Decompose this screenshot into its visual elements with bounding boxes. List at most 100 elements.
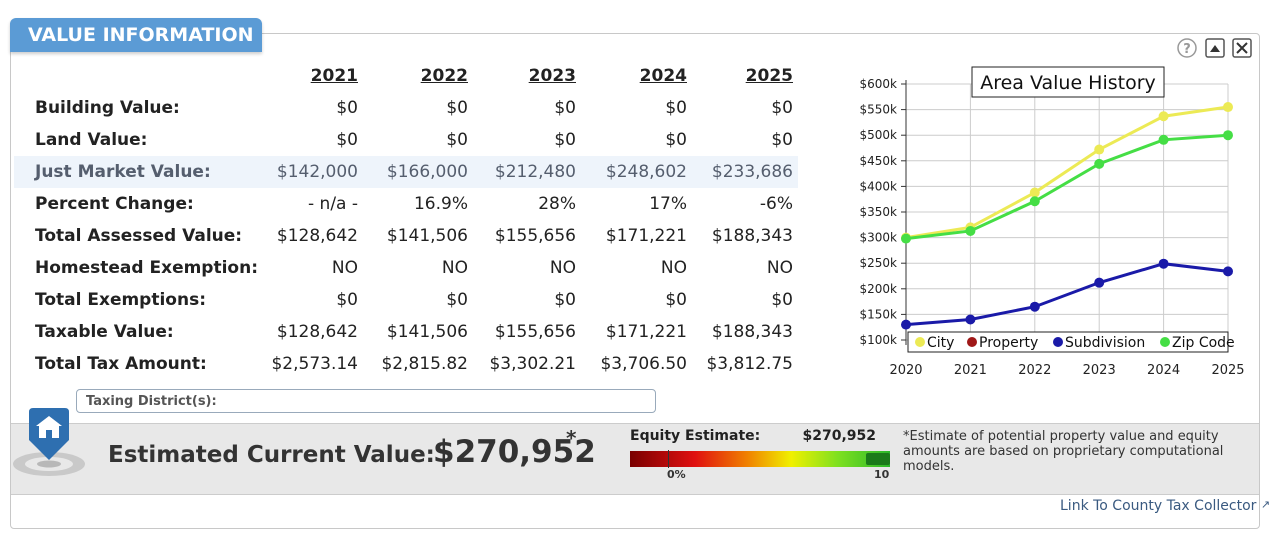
y-tick-label: $150k bbox=[860, 307, 898, 321]
data-point bbox=[1158, 111, 1169, 122]
row-label: Land Value: bbox=[35, 130, 148, 150]
estimate-value: $270,952 bbox=[433, 434, 596, 470]
cell: NO bbox=[766, 258, 793, 278]
cell: $0 bbox=[336, 130, 358, 150]
legend-label: Property bbox=[979, 335, 1038, 351]
x-tick-label: 2023 bbox=[1083, 363, 1116, 378]
area-chart: Area Value History $100k $150k $200k $250k $… bbox=[860, 66, 1245, 378]
equity-label: Equity Estimate: bbox=[630, 428, 761, 444]
table-row: Total Assessed Value: $128,642 $141,506 $15… bbox=[14, 220, 798, 252]
data-point bbox=[1094, 144, 1105, 155]
data-point bbox=[901, 319, 911, 330]
row-label: Total Exemptions: bbox=[35, 290, 207, 310]
legend-box bbox=[907, 331, 1229, 353]
data-point bbox=[901, 233, 911, 244]
cell: $0 bbox=[446, 98, 468, 118]
estimate-note: *Estimate of potential property value an… bbox=[903, 429, 1224, 474]
cell: -6% bbox=[759, 194, 793, 214]
legend-label: Zip Code bbox=[1172, 335, 1235, 351]
cell: $155,656 bbox=[494, 322, 576, 342]
cell: $128,642 bbox=[276, 322, 358, 342]
year-header: 2024 bbox=[639, 66, 687, 86]
cell: $188,343 bbox=[711, 322, 793, 342]
row-label: Homestead Exemption: bbox=[35, 258, 259, 278]
cell: $3,706.50 bbox=[600, 354, 687, 374]
y-tick-label: $300k bbox=[860, 231, 898, 245]
cell: NO bbox=[331, 258, 358, 278]
y-tick-label: $350k bbox=[860, 205, 898, 219]
estimate-asterisk: * bbox=[566, 426, 577, 450]
x-tick-label: 2020 bbox=[889, 363, 922, 378]
chart-title: Area Value History bbox=[980, 72, 1156, 94]
table-row: Percent Change: - n/a - 16.9% 28% 17% -6% bbox=[14, 188, 798, 220]
svg-text:?: ? bbox=[1183, 42, 1191, 57]
row-label: Just Market Value: bbox=[35, 162, 211, 182]
y-tick-label: $250k bbox=[860, 256, 898, 270]
year-header: 2021 bbox=[310, 66, 358, 86]
county-link-text[interactable]: Link To County Tax Collector bbox=[1060, 498, 1257, 514]
data-point bbox=[965, 225, 976, 236]
equity-min-label: 0% bbox=[667, 468, 686, 481]
cell: $0 bbox=[554, 130, 576, 150]
table-row: Homestead Exemption: NO NO NO NO NO bbox=[14, 252, 798, 284]
data-point bbox=[1029, 196, 1040, 207]
county-link[interactable]: Link To County Tax Collector ↗ bbox=[1060, 498, 1271, 514]
cell: $171,221 bbox=[605, 322, 687, 342]
cell: $0 bbox=[446, 130, 468, 150]
year-header: 2023 bbox=[528, 66, 576, 86]
cell: $188,343 bbox=[711, 226, 793, 246]
cell: - n/a - bbox=[308, 194, 358, 214]
cell: $248,602 bbox=[605, 162, 687, 182]
panel-title: VALUE INFORMATION bbox=[10, 18, 262, 52]
legend-swatch bbox=[915, 337, 925, 347]
cell: 16.9% bbox=[413, 194, 468, 214]
cell: $212,480 bbox=[494, 162, 576, 182]
series-line bbox=[905, 262, 1229, 327]
cell: $233,686 bbox=[711, 162, 793, 182]
row-label: Total Assessed Value: bbox=[35, 226, 243, 246]
cell: $0 bbox=[771, 98, 793, 118]
data-point bbox=[1223, 102, 1233, 113]
chart-title-box bbox=[971, 66, 1165, 98]
equity-value: $270,952 bbox=[802, 428, 876, 444]
cell: $2,815.82 bbox=[381, 354, 468, 374]
table-row: Land Value: $0 $0 $0 $0 $0 bbox=[14, 124, 798, 156]
cell: 28% bbox=[538, 194, 576, 214]
row-label: Total Tax Amount: bbox=[35, 354, 207, 374]
cell: $0 bbox=[771, 130, 793, 150]
series-line bbox=[905, 105, 1229, 240]
data-point bbox=[965, 314, 976, 325]
table-row: Total Tax Amount: $2,573.14 $2,815.82 $3,30… bbox=[14, 348, 798, 380]
cell: NO bbox=[549, 258, 576, 278]
data-point bbox=[1158, 258, 1169, 269]
data-point bbox=[1094, 158, 1105, 169]
legend-swatch bbox=[967, 337, 977, 347]
collapse-button[interactable] bbox=[1205, 38, 1225, 58]
data-point bbox=[1223, 130, 1233, 141]
cell: $3,302.21 bbox=[489, 354, 576, 374]
series-line bbox=[905, 133, 1229, 241]
table-row: Building Value: $0 $0 $0 $0 $0 bbox=[14, 92, 798, 124]
legend-label: City bbox=[927, 335, 954, 351]
data-point bbox=[1029, 187, 1040, 198]
table-row: Taxable Value: $128,642 $141,506 $155,656 $1… bbox=[14, 316, 798, 348]
window-controls: ? bbox=[1177, 38, 1252, 58]
legend-swatch bbox=[1160, 337, 1170, 347]
house-icon bbox=[13, 408, 85, 476]
cell: NO bbox=[441, 258, 468, 278]
cell: $0 bbox=[336, 290, 358, 310]
x-tick-label: 2024 bbox=[1147, 363, 1180, 378]
help-icon[interactable] bbox=[1177, 38, 1197, 58]
cell: $0 bbox=[771, 290, 793, 310]
equity-bar bbox=[630, 451, 890, 467]
panel bbox=[10, 33, 1260, 529]
taxing-district: Taxing District(s): bbox=[76, 389, 656, 413]
cell: $0 bbox=[665, 130, 687, 150]
x-tick-label: 2022 bbox=[1018, 363, 1051, 378]
cell: $0 bbox=[554, 290, 576, 310]
close-button[interactable] bbox=[1232, 38, 1252, 58]
x-tick-label: 2021 bbox=[954, 363, 987, 378]
cell: $171,221 bbox=[605, 226, 687, 246]
cell: $0 bbox=[554, 98, 576, 118]
